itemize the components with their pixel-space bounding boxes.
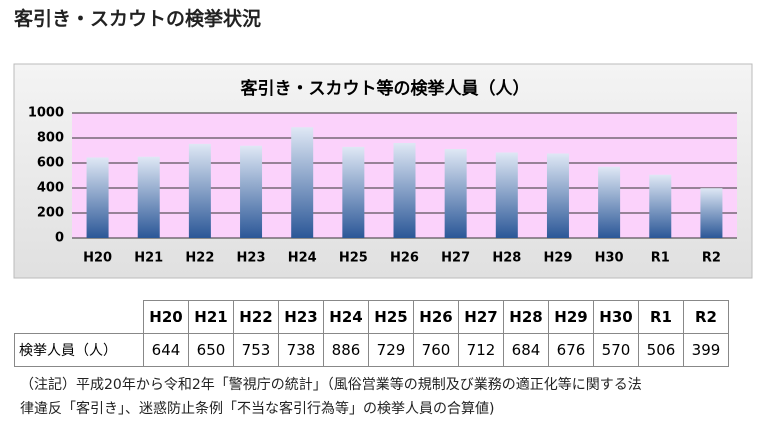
column-header: H25: [368, 300, 414, 334]
bar: [188, 143, 211, 238]
table-cell: 712: [458, 333, 504, 367]
y-tick-label: 0: [55, 231, 64, 246]
column-header: H23: [278, 300, 324, 334]
column-header: H20: [143, 300, 189, 334]
table-cell: 650: [188, 333, 234, 367]
x-tick-label: H22: [185, 251, 214, 266]
y-tick-label: 200: [37, 206, 64, 221]
bar: [240, 145, 263, 238]
note-line: （注記）平成20年から令和2年「警視庁の統計」（風俗営業等の規制及び業務の適正化…: [20, 377, 642, 393]
column-header: R2: [683, 300, 729, 334]
chart: 客引き・スカウト等の検挙人員（人） 0 200 400 600 800 1000 H20 H2…: [13, 63, 753, 279]
bar: [137, 156, 160, 238]
table-cell: 506: [638, 333, 684, 367]
x-tick-label: R2: [702, 251, 721, 266]
y-tick-label: 800: [37, 131, 64, 146]
bar: [393, 143, 416, 238]
x-tick-label: H24: [288, 251, 317, 266]
column-header: H24: [323, 300, 369, 334]
column-header: H30: [593, 300, 639, 334]
bar: [598, 166, 621, 238]
bar: [495, 152, 518, 238]
bar: [342, 146, 365, 238]
table-cell: 644: [143, 333, 189, 367]
x-tick-label: H28: [492, 251, 521, 266]
y-tick-label: 400: [37, 181, 64, 196]
column-header: H29: [548, 300, 594, 334]
column-header: H26: [413, 300, 459, 334]
bar: [444, 149, 467, 238]
bar: [291, 127, 314, 238]
column-header: H22: [233, 300, 279, 334]
row-label: 検挙人員（人）: [14, 333, 144, 367]
table-cell: 886: [323, 333, 369, 367]
data-table: H20 H21 H22 H23 H24 H25 H26 H27 H28 H29 H30 R1 R2 検挙人…: [14, 300, 729, 367]
x-tick-label: H20: [83, 251, 112, 266]
column-header: H21: [188, 300, 234, 334]
x-tick-label: H23: [237, 251, 266, 266]
chart-title: 客引き・スカウト等の検挙人員（人）: [240, 78, 530, 99]
table-cell: 684: [503, 333, 549, 367]
x-tick-label: H25: [339, 251, 368, 266]
x-tick-label: H21: [134, 251, 163, 266]
y-tick-label: 1000: [28, 106, 64, 121]
x-tick-label: H30: [595, 251, 624, 266]
y-tick-label: 600: [37, 156, 64, 171]
bar: [649, 174, 672, 238]
note-line: 律違反「客引き」、迷惑防止条例「不当な客引行為等」の検挙人員の合算値): [20, 401, 495, 417]
column-header: H28: [503, 300, 549, 334]
table-cell: 738: [278, 333, 324, 367]
bar: [700, 188, 723, 238]
column-header: R1: [638, 300, 684, 334]
x-tick-label: H26: [390, 251, 419, 266]
x-tick-label: R1: [651, 251, 670, 266]
x-tick-label: H29: [543, 251, 572, 266]
table-cell: 676: [548, 333, 594, 367]
table-cell: 753: [233, 333, 279, 367]
bar: [546, 153, 569, 238]
x-tick-label: H27: [441, 251, 470, 266]
column-header: H27: [458, 300, 504, 334]
page-title: 客引き・スカウトの検挙状況: [14, 8, 262, 30]
table-cell: 729: [368, 333, 414, 367]
table-cell: 760: [413, 333, 459, 367]
table-cell: 570: [593, 333, 639, 367]
corner-cell: [14, 300, 144, 334]
table-cell: 399: [683, 333, 729, 367]
bar: [86, 157, 109, 238]
